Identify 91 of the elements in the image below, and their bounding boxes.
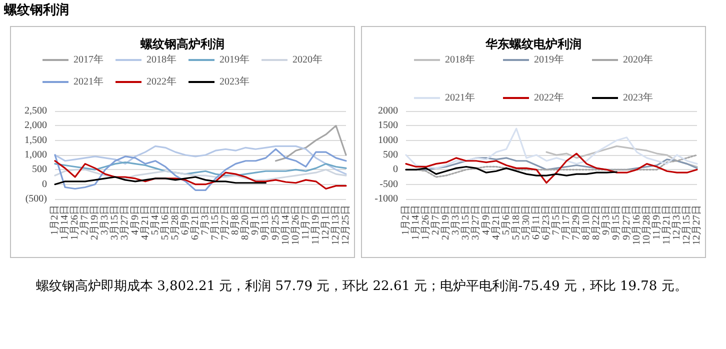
x-tick-label: 1月14日 xyxy=(60,205,71,240)
x-tick-label: 3月15日 xyxy=(460,205,472,240)
y-tick-label: 1500 xyxy=(378,120,398,132)
legend-label: 2020年 xyxy=(623,54,653,66)
legend-label: 2019年 xyxy=(220,54,250,66)
x-tick-label: 1月2日 xyxy=(50,205,60,235)
x-tick-label: 1月26日 xyxy=(420,205,432,240)
legend-label: 2023年 xyxy=(623,92,653,104)
y-tick-label: (500) xyxy=(25,194,47,204)
y-tick-label: -500 xyxy=(380,178,398,190)
legend-label: 2020年 xyxy=(292,54,322,66)
x-tick-label: 11月19日 xyxy=(310,205,322,245)
x-tick-label: 8月10日 xyxy=(581,205,592,240)
x-tick-label: 6月11日 xyxy=(530,205,542,240)
y-tick-label: 0 xyxy=(42,178,47,190)
legend-label: 2022年 xyxy=(146,76,176,88)
y-tick-label: 1,000 xyxy=(24,150,47,160)
legend-label: 2018年 xyxy=(146,54,176,66)
x-tick-label: 7月17日 xyxy=(561,205,572,240)
x-tick-label: 7月3日 xyxy=(200,205,212,235)
x-tick-label: 4月9日 xyxy=(480,205,492,235)
legend-label: 2019年 xyxy=(534,54,564,66)
legend-label: 2018年 xyxy=(445,54,475,66)
x-tick-label: 1月14日 xyxy=(410,205,422,240)
x-tick-label: 11月21日 xyxy=(661,205,672,245)
x-tick-label: 10月16日 xyxy=(631,205,642,245)
x-tick-label: 8月22日 xyxy=(591,205,602,240)
x-tick-label: 6月23日 xyxy=(540,205,552,240)
x-tick-label: 7月15日 xyxy=(210,205,222,240)
y-tick-label: -1000 xyxy=(374,194,398,204)
x-tick-label: 1月26日 xyxy=(70,205,81,240)
x-tick-label: 10月14日 xyxy=(280,205,292,245)
x-tick-label: 7月29日 xyxy=(571,205,582,240)
x-tick-label: 9月1日 xyxy=(250,205,262,235)
legend-label: 2017年 xyxy=(74,54,104,66)
x-tick-label: 11月9日 xyxy=(651,205,662,240)
x-tick-label: 2月19日 xyxy=(90,205,101,240)
text: 螺纹钢利润 xyxy=(4,2,70,20)
x-tick-label: 4月9日 xyxy=(130,205,141,235)
x-tick-label: 3月27日 xyxy=(470,205,482,240)
y-tick-label: 500 xyxy=(383,150,398,160)
x-tick-label: 5月30日 xyxy=(520,205,532,240)
y-tick-label: 500 xyxy=(32,164,47,176)
x-tick-label: 8月20日 xyxy=(240,205,252,240)
x-tick-label: 6月9日 xyxy=(180,205,191,235)
chart-title: 螺纹钢高炉利润 xyxy=(140,37,224,51)
x-tick-label: 3月15日 xyxy=(110,205,121,240)
legend-label: 2023年 xyxy=(220,76,250,88)
x-tick-label: 1月2日 xyxy=(400,205,412,235)
x-tick-label: 2月7日 xyxy=(430,205,442,235)
x-tick-label: 3月3日 xyxy=(450,205,462,235)
x-tick-label: 9月15日 xyxy=(611,205,622,240)
x-tick-label: 5月4日 xyxy=(150,205,161,235)
x-tick-label: 8月8日 xyxy=(230,205,242,235)
x-tick-label: 12月3日 xyxy=(671,205,682,240)
y-tick-label: 2000 xyxy=(378,106,398,116)
x-tick-label: 11月7日 xyxy=(300,205,312,240)
y-tick-label: 2,500 xyxy=(24,106,47,116)
legend-label: 2022年 xyxy=(534,92,564,104)
x-tick-label: 9月27日 xyxy=(621,205,632,240)
x-tick-label: 5月28日 xyxy=(170,205,181,240)
x-tick-label: 2月7日 xyxy=(80,205,91,235)
x-tick-label: 4月21日 xyxy=(490,205,502,240)
x-tick-label: 12月25日 xyxy=(340,205,352,245)
x-tick-label: 7月5日 xyxy=(551,205,562,235)
x-tick-label: 12月1日 xyxy=(320,205,332,240)
y-tick-label: 2,000 xyxy=(24,120,47,132)
x-tick-label: 5月18日 xyxy=(510,205,522,240)
y-tick-label: 1000 xyxy=(378,134,398,146)
x-tick-label: 5月6日 xyxy=(500,205,512,235)
x-tick-label: 6月21日 xyxy=(190,205,201,240)
x-tick-label: 5月16日 xyxy=(160,205,171,240)
x-tick-label: 9月3日 xyxy=(601,205,612,235)
x-tick-label: 7月27日 xyxy=(220,205,232,240)
x-tick-label: 12月13日 xyxy=(330,205,342,245)
x-tick-label: 9月13日 xyxy=(260,205,272,240)
x-tick-label: 12月27日 xyxy=(692,205,702,245)
x-tick-label: 2月19日 xyxy=(440,205,452,240)
y-tick-label: 1,500 xyxy=(24,134,47,146)
y-tick-label: 0 xyxy=(393,164,398,176)
chart-title: 华东螺纹电炉利润 xyxy=(484,37,582,51)
legend-label: 2021年 xyxy=(74,76,104,88)
x-tick-label: 9月25日 xyxy=(270,205,282,240)
x-tick-label: 10月28日 xyxy=(641,205,652,245)
x-tick-label: 3月27日 xyxy=(120,205,131,240)
legend-label: 2021年 xyxy=(445,92,475,104)
x-tick-label: 10月26日 xyxy=(290,205,302,245)
x-tick-label: 3月3日 xyxy=(100,205,111,235)
x-tick-label: 4月21日 xyxy=(140,205,151,240)
text: 螺纹钢高炉即期成本 3,802.21 元，利润 57.79 元，环比 22.61 元；电炉平电利润-75.49 元，环比 19.78 元。 xyxy=(35,278,688,296)
x-tick-label: 12月15日 xyxy=(681,205,692,245)
